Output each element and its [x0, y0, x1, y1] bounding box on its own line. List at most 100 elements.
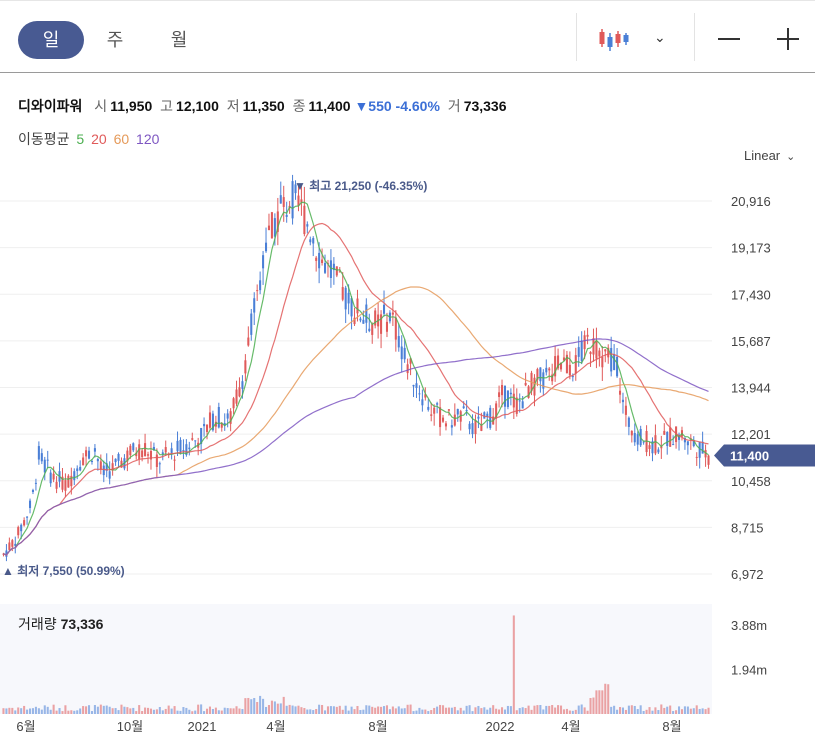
candle-body [441, 417, 445, 422]
candle-body [158, 463, 161, 465]
volume-bar [170, 708, 173, 714]
volume-bar [483, 707, 486, 714]
candle-body [527, 386, 530, 398]
candle-body [509, 392, 512, 395]
volume-bar [689, 708, 692, 714]
candle-body [28, 500, 32, 508]
candle-body [695, 456, 698, 458]
volume-bar [583, 707, 586, 714]
candle-body [282, 197, 285, 207]
scale-selector[interactable]: Linear ⌄ [744, 148, 795, 163]
candle-body [96, 458, 99, 462]
ma-20-label[interactable]: 20 [91, 131, 107, 147]
volume-bar [642, 710, 645, 714]
candle-body [418, 393, 421, 395]
close-label: 종 [292, 98, 306, 114]
volume-bar [179, 710, 182, 714]
volume-bar [144, 707, 147, 714]
candle-body [568, 364, 571, 376]
volume-bar [291, 705, 294, 714]
candle-body [335, 266, 338, 276]
moving-average-legend: 이동평균 5 20 60 120 [18, 129, 162, 149]
volume-bar [20, 708, 23, 714]
volume-bar [568, 710, 571, 714]
candle-body [49, 472, 52, 484]
stock-name: 디와이파워 [18, 98, 83, 114]
candle-body [34, 482, 37, 484]
candle-body [52, 473, 55, 480]
candle-body [141, 450, 144, 458]
candle-body [105, 463, 108, 471]
volume-bar [377, 706, 380, 714]
ma-60-label[interactable]: 60 [113, 131, 130, 147]
candle-body [149, 450, 153, 460]
chevron-down-icon: ⌄ [786, 151, 796, 163]
volume-bar [627, 705, 630, 714]
volume-bar [500, 707, 504, 714]
candle-body [111, 463, 114, 471]
quote-summary: 디와이파워 시 11,950 고 12,100 저 11,350 종 11,400 ▼5… [18, 96, 507, 116]
chevron-down-icon[interactable]: ⌄ [654, 29, 666, 45]
volume-bar [618, 707, 622, 714]
tab-week[interactable]: 주 [106, 30, 124, 50]
candle-body [238, 387, 241, 397]
candle-body [559, 362, 563, 370]
candle-body [341, 287, 344, 300]
volume-bar [111, 708, 114, 714]
tab-day[interactable]: 일 [18, 21, 84, 59]
candle-body [323, 263, 327, 273]
zoom-in-button[interactable] [775, 23, 801, 53]
volume-bar [651, 710, 654, 714]
tab-month[interactable]: 월 [170, 30, 188, 50]
volume-bar [87, 705, 91, 714]
volume-bar [164, 708, 167, 714]
volume-bar [37, 708, 40, 714]
volume-title: 거래량 73,336 [18, 614, 103, 634]
volume-bar [223, 707, 226, 714]
volume-bar [388, 709, 391, 714]
volume-bar [191, 711, 194, 714]
candle-body [456, 408, 459, 415]
candlestick-icon[interactable] [598, 27, 632, 53]
candle-body [291, 181, 294, 219]
volume-bar [58, 708, 61, 714]
volume-bar [430, 710, 433, 714]
candle-body [191, 438, 194, 440]
candle-body [8, 542, 11, 550]
candle-body [551, 374, 554, 382]
volume-bar [465, 705, 468, 714]
ma-5-label[interactable]: 5 [76, 131, 85, 147]
volume-bar [624, 709, 627, 714]
volume-bar [371, 706, 374, 714]
candle-body [686, 441, 689, 446]
y-tick-label: 12,201 [731, 427, 771, 442]
volume-bar [444, 707, 448, 714]
candle-body [188, 447, 191, 450]
y-tick-label: 19,173 [731, 241, 771, 256]
candle-body [353, 317, 356, 325]
candle-body [642, 441, 645, 443]
x-tick-label: 4월 [266, 719, 285, 734]
candle-body [548, 368, 551, 371]
candle-body [117, 453, 120, 461]
volume-label: 거 [447, 98, 461, 114]
volume-bar [657, 710, 660, 714]
moving-average-line-20 [3, 222, 709, 556]
candle-body [120, 460, 123, 468]
ma-120-label[interactable]: 120 [136, 131, 160, 147]
candle-body [214, 421, 217, 427]
candle-body [264, 242, 268, 252]
volume-bar [173, 706, 176, 714]
volume-bar [427, 711, 430, 714]
candle-body [583, 335, 586, 350]
volume-bar [524, 708, 527, 714]
candle-body [391, 312, 394, 315]
candle-body [223, 423, 226, 426]
candle-body [93, 448, 96, 452]
zoom-out-button[interactable] [716, 23, 742, 53]
candle-body [126, 450, 129, 462]
volume-bar [574, 709, 577, 714]
candle-body [146, 454, 150, 456]
volume-bar [26, 709, 29, 714]
